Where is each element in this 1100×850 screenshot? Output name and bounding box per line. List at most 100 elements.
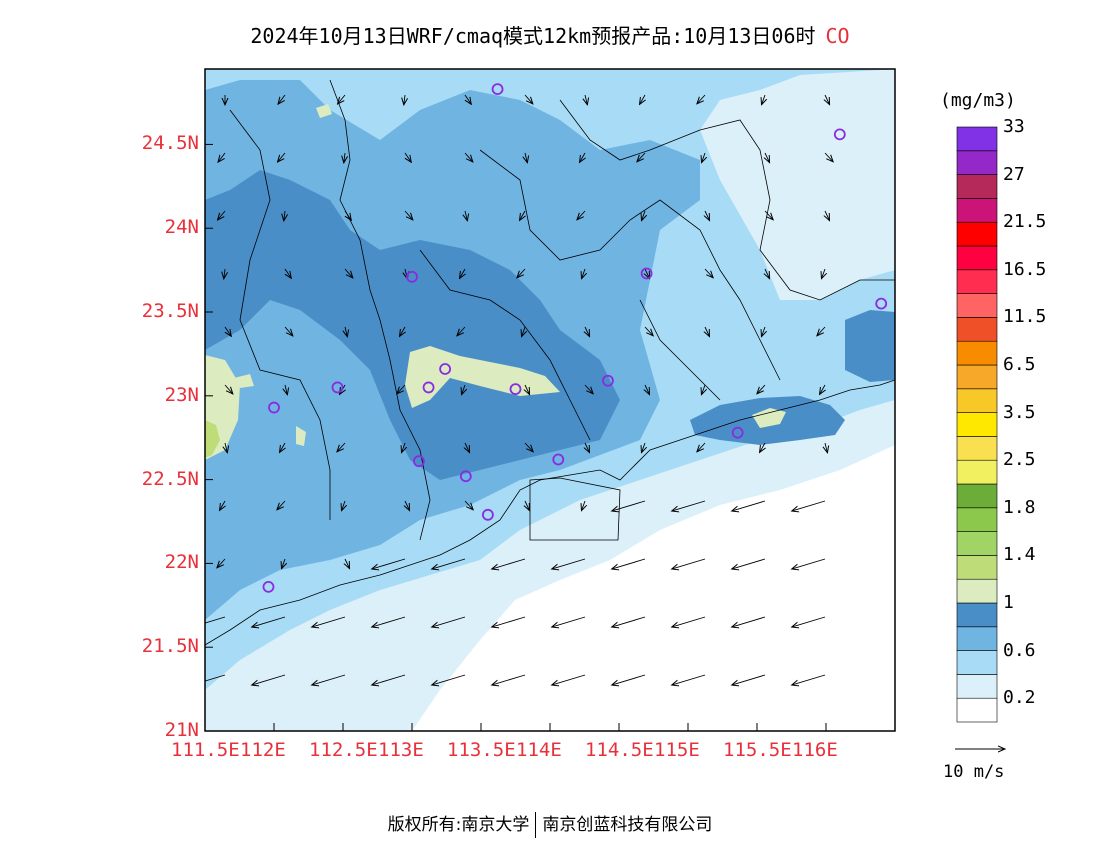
wind-arrow bbox=[280, 442, 285, 452]
wind-reference-label: 10 m/s bbox=[943, 762, 1005, 782]
x-tick-label: 116E bbox=[792, 739, 838, 761]
legend-value-label: 2.5 bbox=[1003, 449, 1036, 471]
wind-arrow bbox=[824, 152, 833, 162]
wind-arrow bbox=[552, 616, 586, 627]
x-tick-label: 113E bbox=[378, 739, 424, 761]
province-boundaries bbox=[205, 79, 895, 646]
station-marker bbox=[331, 381, 344, 394]
footer-separator bbox=[535, 812, 537, 838]
legend-value-label: 11.5 bbox=[1003, 306, 1047, 328]
wind-arrow bbox=[522, 326, 525, 337]
wind-arrow bbox=[284, 210, 285, 221]
wind-arrow bbox=[732, 500, 766, 511]
wind-arrow bbox=[757, 384, 766, 394]
station-marker bbox=[875, 297, 888, 310]
wind-arrow bbox=[284, 326, 293, 336]
wind-arrow bbox=[205, 674, 226, 682]
wind-arrow bbox=[525, 384, 530, 395]
legend-value-label: 33 bbox=[1003, 116, 1025, 137]
wind-arrow bbox=[400, 326, 405, 336]
wind-arrow bbox=[464, 152, 473, 162]
legend-value-label: 21.5 bbox=[1003, 211, 1047, 233]
wind-arrow bbox=[825, 210, 830, 221]
wind-arrow bbox=[761, 326, 765, 337]
wind-arrow bbox=[252, 616, 286, 627]
x-tick-label: 115E bbox=[654, 739, 700, 761]
y-tick-label: 21.5N bbox=[141, 635, 199, 658]
wind-arrow bbox=[404, 210, 413, 220]
wind-arrow bbox=[760, 442, 765, 452]
wind-arrow bbox=[612, 674, 646, 685]
wind-arrow bbox=[672, 558, 706, 569]
hotspot-north bbox=[316, 104, 332, 118]
wind-arrow bbox=[205, 616, 226, 624]
wind-arrow bbox=[252, 674, 286, 685]
legend-value-label: 1 bbox=[1003, 592, 1014, 613]
wind-arrow bbox=[460, 268, 465, 278]
wind-arrow bbox=[372, 616, 406, 627]
station-marker bbox=[439, 363, 452, 375]
wind-arrow bbox=[792, 558, 826, 569]
legend-swatch bbox=[956, 436, 998, 461]
wind-arrow bbox=[225, 326, 231, 336]
legend-swatch bbox=[956, 483, 998, 509]
footer: 版权所有:南京大学 南京创蓝科技有限公司 bbox=[0, 810, 1100, 838]
wind-arrow bbox=[825, 94, 830, 105]
wind-arrow bbox=[672, 674, 706, 685]
station-marker bbox=[640, 267, 653, 280]
wind-arrow bbox=[372, 558, 406, 569]
wind-arrow bbox=[577, 210, 586, 220]
wind-arrow bbox=[277, 500, 286, 510]
wind-arrow bbox=[345, 558, 350, 569]
legend-swatch bbox=[956, 388, 998, 413]
wind-arrow bbox=[285, 384, 287, 395]
wind-arrow bbox=[641, 442, 645, 453]
wind-arrow bbox=[217, 558, 226, 568]
wind-arrow bbox=[337, 442, 346, 452]
ocean-clean-area bbox=[412, 445, 895, 731]
wind-arrow bbox=[312, 674, 346, 685]
wind-arrow bbox=[825, 442, 827, 453]
wind-arrow bbox=[344, 268, 353, 278]
legend-swatch bbox=[956, 221, 998, 247]
legend-swatch bbox=[956, 412, 998, 437]
station-marker bbox=[268, 401, 280, 414]
legend-swatch bbox=[956, 459, 998, 485]
station-marker bbox=[602, 374, 614, 387]
boundary-2 bbox=[229, 109, 331, 520]
wind-arrow bbox=[697, 442, 706, 452]
x-tick-label: 115.5E bbox=[723, 739, 792, 761]
legend-swatch bbox=[956, 602, 998, 628]
wind-arrow bbox=[220, 500, 225, 510]
wind-arrow bbox=[285, 268, 291, 278]
wind-arrow bbox=[732, 616, 766, 627]
legend-swatch bbox=[956, 293, 998, 318]
x-tick-label: 112E bbox=[240, 739, 286, 761]
legend-unit: (mg/m3) bbox=[940, 90, 1016, 111]
legend-swatch bbox=[956, 531, 998, 556]
wind-arrow bbox=[637, 152, 646, 162]
wind-arrow bbox=[612, 616, 646, 627]
wind-arrow bbox=[697, 94, 706, 104]
color-legend-bar bbox=[956, 126, 998, 723]
wind-arrow bbox=[732, 674, 766, 685]
axis-ticks bbox=[204, 143, 827, 732]
wind-arrow bbox=[552, 558, 586, 569]
wind-arrow bbox=[702, 152, 705, 163]
station-marker bbox=[481, 508, 494, 521]
wind-arrow bbox=[345, 210, 351, 220]
wind-arrow bbox=[464, 500, 473, 510]
wind-arrow bbox=[585, 94, 587, 105]
wind-arrow bbox=[517, 268, 526, 278]
station-marker bbox=[509, 383, 522, 396]
y-tick-label: 22.5N bbox=[141, 467, 199, 490]
legend-value-label: 3.5 bbox=[1003, 401, 1036, 423]
legend-swatch bbox=[956, 626, 998, 651]
wind-arrow bbox=[278, 152, 286, 162]
legend-swatch bbox=[956, 650, 998, 675]
wind-arrow bbox=[342, 500, 345, 511]
station-marker bbox=[552, 453, 565, 466]
legend-value-label: 1.8 bbox=[1003, 496, 1036, 518]
wind-arrow bbox=[644, 326, 653, 336]
